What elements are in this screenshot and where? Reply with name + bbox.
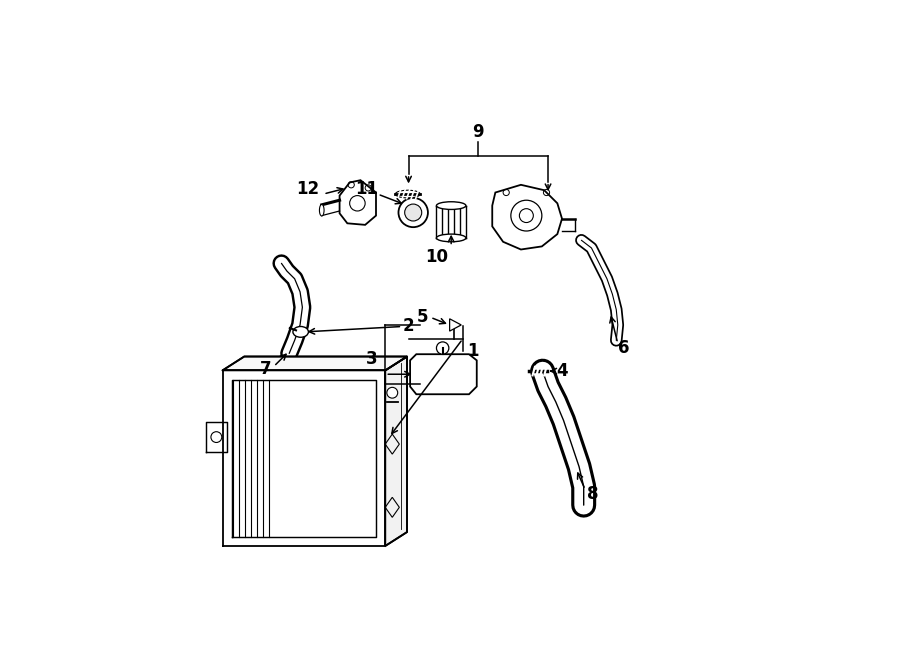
Text: 12: 12 bbox=[296, 180, 320, 198]
Text: 5: 5 bbox=[418, 308, 428, 327]
Text: 6: 6 bbox=[617, 339, 629, 357]
Ellipse shape bbox=[436, 234, 466, 242]
Ellipse shape bbox=[436, 202, 466, 210]
Polygon shape bbox=[450, 319, 461, 331]
Text: 9: 9 bbox=[472, 124, 484, 141]
Text: 7: 7 bbox=[260, 360, 272, 378]
Text: 2: 2 bbox=[403, 317, 415, 336]
Ellipse shape bbox=[292, 327, 309, 337]
Circle shape bbox=[387, 387, 398, 398]
Circle shape bbox=[436, 342, 449, 354]
Text: 1: 1 bbox=[467, 342, 479, 360]
Polygon shape bbox=[339, 180, 376, 225]
Ellipse shape bbox=[395, 190, 420, 198]
Polygon shape bbox=[410, 354, 477, 394]
Ellipse shape bbox=[405, 204, 422, 221]
Text: 4: 4 bbox=[556, 362, 567, 380]
Polygon shape bbox=[492, 185, 562, 249]
Text: 10: 10 bbox=[425, 248, 448, 266]
Text: 3: 3 bbox=[366, 350, 378, 368]
Polygon shape bbox=[222, 356, 407, 370]
Polygon shape bbox=[385, 356, 407, 546]
Text: 8: 8 bbox=[587, 485, 599, 503]
Ellipse shape bbox=[399, 198, 427, 227]
Ellipse shape bbox=[320, 204, 324, 216]
Text: 11: 11 bbox=[356, 180, 378, 198]
